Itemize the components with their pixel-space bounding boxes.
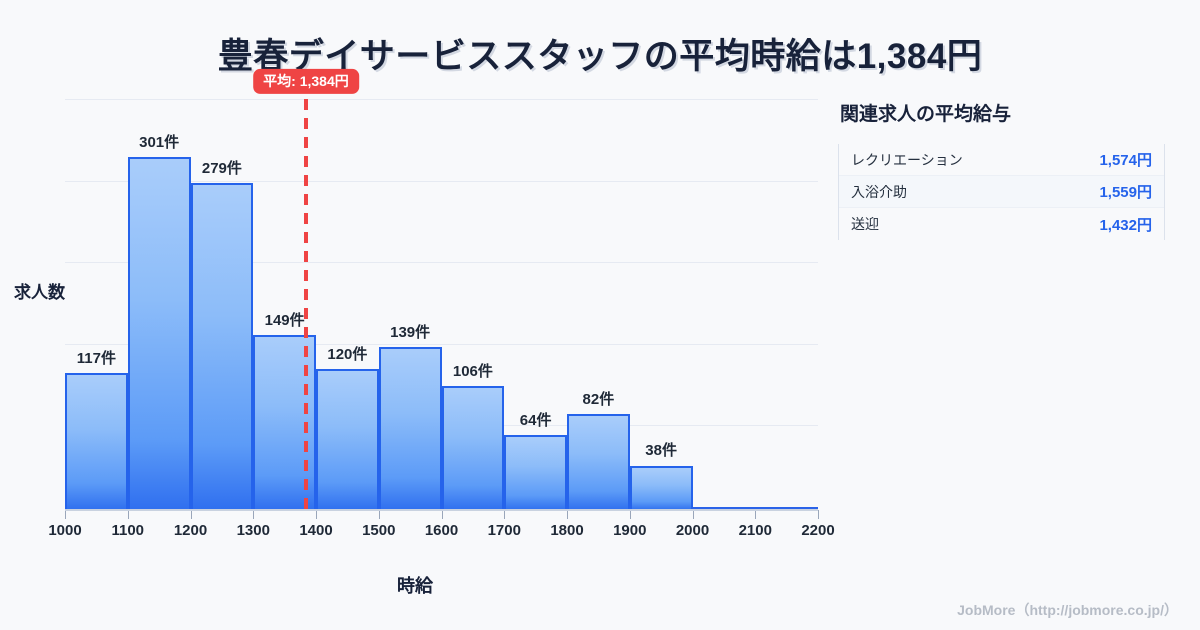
x-axis-tick-label: 1900 — [613, 522, 647, 539]
x-axis-tick-mark — [378, 510, 380, 519]
bar-value-label: 106件 — [452, 362, 493, 380]
bar-value-label: 120件 — [327, 346, 368, 364]
bar[interactable] — [441, 385, 505, 510]
related-job-salary: 1,432円 — [1099, 216, 1152, 234]
gridline — [65, 181, 818, 182]
x-axis-tick-label: 1100 — [111, 522, 145, 539]
bar[interactable] — [65, 372, 128, 510]
bar[interactable] — [190, 183, 254, 510]
related-jobs-table: レクリエーション 1,574円入浴介助 1,559円送迎 1,432円 — [838, 144, 1165, 240]
bar[interactable] — [755, 507, 818, 510]
x-axis-tick-mark — [441, 510, 443, 519]
related-jobs-title: 関連求人の平均給与 — [840, 104, 1012, 125]
average-badge: 平均: 1,384円 — [253, 68, 359, 94]
x-axis-tick-mark — [567, 510, 568, 519]
x-axis-tick-mark — [818, 510, 819, 519]
bar-value-label: 301件 — [139, 134, 180, 152]
x-axis-tick-mark — [127, 510, 129, 519]
related-job-row[interactable]: 送迎 1,432円 — [839, 208, 1164, 240]
bar-value-label: 38件 — [645, 442, 677, 460]
bar-value-label: 64件 — [519, 412, 552, 430]
bar-value-label: 139件 — [390, 324, 431, 342]
x-axis-tick-mark — [504, 510, 506, 519]
average-dashed-line — [303, 99, 308, 510]
bar[interactable] — [567, 413, 630, 510]
footer-credit: JobMore（http://jobmore.co.jp/） — [957, 602, 1178, 618]
x-axis-tick-label: 1300 — [236, 522, 270, 539]
x-axis-tick-label: 1500 — [362, 522, 396, 539]
related-job-salary: 1,574円 — [1099, 152, 1152, 169]
gridline — [65, 262, 818, 263]
bar[interactable] — [692, 507, 756, 510]
gridline — [65, 99, 818, 100]
x-axis-tick-label: 1000 — [48, 522, 82, 539]
related-job-name: 送迎 — [851, 216, 879, 232]
x-axis-tick-label: 2200 — [801, 522, 835, 539]
x-axis-tick-label: 1400 — [299, 522, 333, 539]
related-job-row[interactable]: 入浴介助 1,559円 — [839, 176, 1164, 208]
bar[interactable] — [316, 369, 379, 510]
related-job-salary: 1,559円 — [1099, 184, 1152, 201]
bar[interactable] — [378, 347, 442, 510]
bar-value-label: 279件 — [201, 160, 242, 178]
bar-value-label: 82件 — [582, 390, 615, 408]
bar-value-label: 149件 — [264, 312, 305, 330]
x-axis-title: 時給 — [397, 576, 433, 596]
related-job-name: 入浴介助 — [851, 183, 907, 200]
x-axis-tick-mark — [692, 510, 694, 519]
gridline — [65, 344, 818, 345]
related-jobs-panel: 関連求人の平均給与 レクリエーション 1,574円入浴介助 1,559円送迎 1,43… — [838, 99, 1168, 240]
x-axis-tick-label: 2100 — [738, 522, 772, 539]
x-axis-tick-label: 1600 — [424, 522, 459, 539]
x-axis-baseline — [65, 509, 818, 511]
x-axis-tick-mark — [755, 510, 757, 519]
x-axis-tick-label: 1800 — [550, 522, 584, 539]
x-axis-tick-mark — [190, 510, 192, 519]
bar[interactable] — [629, 465, 693, 510]
y-axis-title: 求人数 — [14, 283, 65, 302]
histogram-chart: 求人数 時給 117件 301件 279件 149件 120件 139件 106件 64件 82… — [14, 68, 835, 596]
x-axis-tick-mark — [316, 510, 317, 519]
bar[interactable] — [504, 435, 567, 510]
related-job-row[interactable]: レクリエーション 1,574円 — [839, 144, 1164, 176]
x-axis-tick-label: 1700 — [487, 522, 521, 539]
x-axis-tick-label: 1200 — [173, 522, 208, 539]
x-axis-tick-label: 2000 — [675, 522, 710, 539]
x-axis-tick-mark — [253, 510, 255, 519]
bar-value-label: 117件 — [76, 349, 116, 367]
plot-area: 117件 301件 279件 149件 120件 139件 106件 64件 82件 38件 10… — [48, 68, 835, 539]
related-job-name: レクリエーション — [851, 151, 963, 168]
bar[interactable] — [127, 157, 191, 510]
x-axis-tick-mark — [629, 510, 631, 519]
x-axis-tick-mark — [65, 510, 66, 519]
